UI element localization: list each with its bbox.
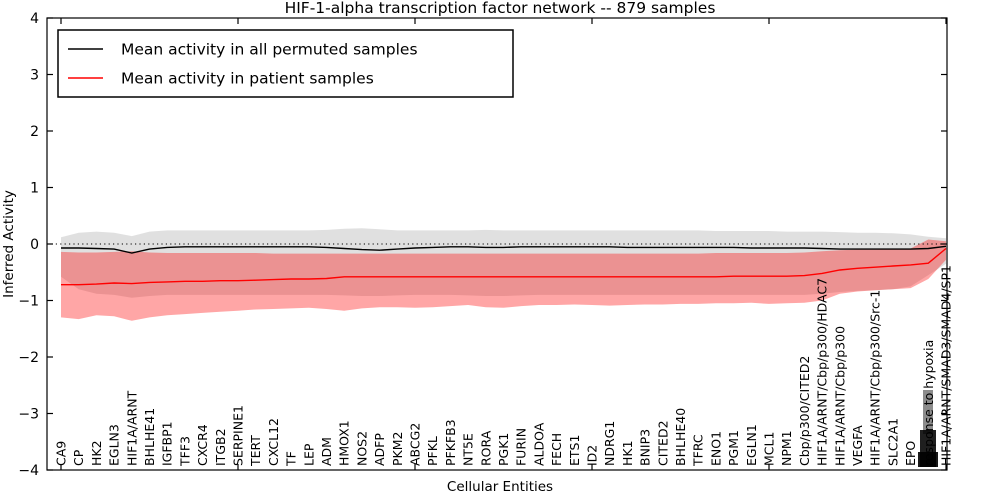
x-category-label: Cbp/p300/CITED2 (797, 356, 812, 466)
x-category-label: NDRG1 (602, 421, 617, 466)
x-category-label: RORA (478, 430, 493, 466)
y-tick-label: −4 (18, 463, 39, 479)
y-tick-label: 0 (30, 237, 39, 253)
y-axis-label: Inferred Activity (1, 190, 17, 298)
x-category-label: CP (71, 449, 86, 466)
x-category-labels: CA9 CP HK2 EGLN3 HIF1A/ARNT BHLHE41 IGFBP1 TFF3… (54, 265, 954, 467)
x-category-label: PKM2 (390, 432, 405, 466)
x-category-label: ITGB2 (213, 428, 228, 466)
x-category-label: EPO (903, 441, 918, 466)
x-category-label: VEGFA (850, 425, 865, 466)
x-category-label: TFRC (691, 434, 706, 467)
x-category-label: TERT (248, 435, 263, 467)
y-tick-labels: 4 3 2 1 0 −1 −2 −3 −4 (18, 11, 39, 479)
y-tick-label: −1 (18, 294, 39, 310)
legend-label-permuted: Mean activity in all permuted samples (121, 41, 418, 59)
x-category-label: EGLN1 (744, 424, 759, 466)
x-category-label: BHLHE40 (673, 408, 688, 466)
x-axis-label: Cellular Entities (447, 479, 553, 495)
x-category-label: HIF1A/ARNT/Cbp/p300 (832, 326, 847, 466)
x-category-label: HK2 (89, 440, 104, 466)
x-category-label: ETS1 (567, 435, 582, 466)
legend: Mean activity in all permuted samples Me… (57, 29, 514, 98)
x-category-label: HIF1A/ARNT/SMAD3/SMAD4/SP1 (939, 265, 954, 466)
x-category-label: NOS2 (354, 431, 369, 466)
overlapping-label-smudge (918, 390, 938, 467)
x-category-label: IGFBP1 (160, 421, 175, 466)
series-lines (61, 245, 947, 286)
legend-box (57, 29, 514, 98)
x-category-label: ID2 (585, 445, 600, 466)
x-category-label: HIF1A/ARNT/Cbp/p300/HDAC7 (815, 278, 830, 466)
x-category-label: PFKFB3 (443, 419, 458, 466)
x-category-label: TF (284, 451, 299, 467)
x-category-label: HIF1A/ARNT/Cbp/p300/Src-1 (868, 290, 883, 466)
confidence-bands (61, 228, 946, 321)
x-category-label: ALDOA (531, 422, 546, 466)
x-category-label: MCL1 (762, 432, 777, 466)
x-category-label: PFKL (425, 436, 440, 466)
y-tick-label: 3 (30, 68, 39, 84)
x-category-label: BNIP3 (638, 429, 653, 466)
x-category-label: CXCR4 (195, 424, 210, 466)
x-category-label: CA9 (54, 441, 69, 466)
x-category-label: FECH (549, 433, 564, 466)
x-category-label: NPM1 (779, 430, 794, 466)
x-category-label: PGK1 (496, 433, 511, 466)
y-tick-label: 4 (30, 11, 39, 27)
x-category-label: FURIN (514, 428, 529, 466)
x-category-label: TFF3 (177, 436, 192, 467)
x-category-label: CITED2 (655, 420, 670, 466)
x-category-label: HMOX1 (337, 420, 352, 466)
x-category-label: PGM1 (726, 430, 741, 466)
y-tick-label: 1 (30, 181, 39, 197)
x-category-label: BHLHE41 (142, 408, 157, 466)
x-category-label: ABCG2 (408, 423, 423, 466)
x-category-label: ADFP (372, 433, 387, 466)
x-category-label: HK1 (620, 440, 635, 466)
x-category-label: EGLN3 (107, 424, 122, 466)
y-tick-label: 2 (30, 124, 39, 140)
x-category-label: SLC2A1 (885, 418, 900, 466)
chart-title: HIF-1-alpha transcription factor network… (285, 0, 716, 17)
x-category-label: NT5E (461, 433, 476, 466)
x-category-label: ADM (319, 437, 334, 466)
legend-label-patient: Mean activity in patient samples (121, 70, 374, 88)
x-category-label: LEP (301, 443, 316, 466)
x-category-label: SERPINE1 (231, 405, 246, 466)
x-category-label: CXCL12 (266, 418, 281, 466)
y-tick-label: −2 (18, 350, 39, 366)
x-category-label: HIF1A/ARNT (124, 390, 139, 466)
y-tick-label: −3 (18, 407, 39, 423)
axes-frame (46, 17, 948, 471)
x-category-label: ENO1 (708, 431, 723, 466)
